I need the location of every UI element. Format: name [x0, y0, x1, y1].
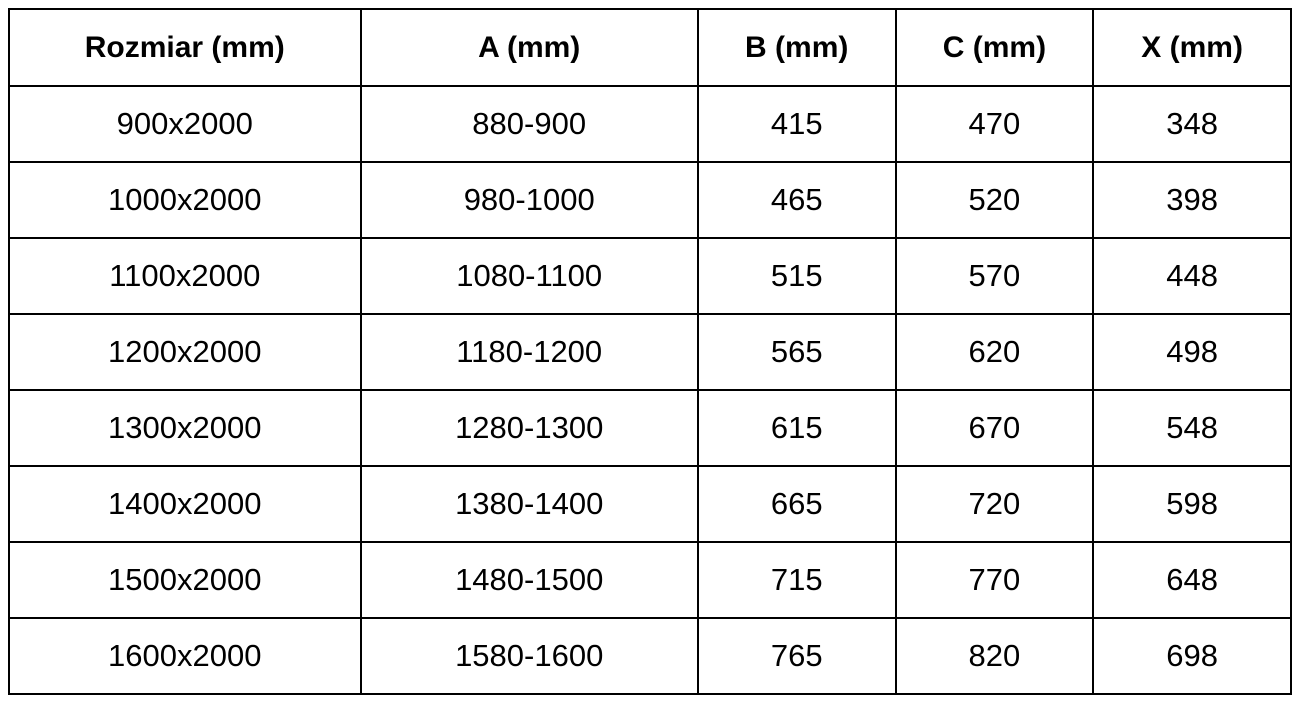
- table-row: 1500x2000 1480-1500 715 770 648: [8, 541, 1292, 619]
- table-cell: 880-900: [359, 85, 699, 163]
- table-cell: 520: [894, 161, 1095, 239]
- table-cell: 1500x2000: [8, 541, 362, 619]
- table-cell: 820: [894, 617, 1095, 695]
- table-cell: 1380-1400: [359, 465, 699, 543]
- table-cell: 348: [1092, 85, 1292, 163]
- table-row: 1300x2000 1280-1300 615 670 548: [8, 389, 1292, 467]
- table-cell: 470: [894, 85, 1095, 163]
- column-header: A (mm): [359, 8, 699, 87]
- column-header: X (mm): [1092, 8, 1292, 87]
- table-cell: 715: [696, 541, 897, 619]
- header-row: Rozmiar (mm) A (mm) B (mm) C (mm) X (mm): [8, 8, 1292, 87]
- table-cell: 1000x2000: [8, 161, 362, 239]
- table-cell: 415: [696, 85, 897, 163]
- table-row: 1100x2000 1080-1100 515 570 448: [8, 237, 1292, 315]
- table-cell: 548: [1092, 389, 1292, 467]
- table-cell: 398: [1092, 161, 1292, 239]
- table-cell: 770: [894, 541, 1095, 619]
- table-cell: 1300x2000: [8, 389, 362, 467]
- table-cell: 720: [894, 465, 1095, 543]
- table-cell: 448: [1092, 237, 1292, 315]
- table-cell: 980-1000: [359, 161, 699, 239]
- table-cell: 615: [696, 389, 897, 467]
- table-cell: 1180-1200: [359, 313, 699, 391]
- column-header: Rozmiar (mm): [8, 8, 362, 87]
- table-row: 1400x2000 1380-1400 665 720 598: [8, 465, 1292, 543]
- table-cell: 1400x2000: [8, 465, 362, 543]
- table-cell: 698: [1092, 617, 1292, 695]
- table-cell: 1100x2000: [8, 237, 362, 315]
- table-cell: 648: [1092, 541, 1292, 619]
- table-cell: 1280-1300: [359, 389, 699, 467]
- table-cell: 1080-1100: [359, 237, 699, 315]
- table-cell: 1580-1600: [359, 617, 699, 695]
- table-row: 1000x2000 980-1000 465 520 398: [8, 161, 1292, 239]
- table-cell: 1200x2000: [8, 313, 362, 391]
- table-cell: 515: [696, 237, 897, 315]
- table-cell: 570: [894, 237, 1095, 315]
- table-row: 900x2000 880-900 415 470 348: [8, 85, 1292, 163]
- table-cell: 565: [696, 313, 897, 391]
- table-cell: 465: [696, 161, 897, 239]
- table-cell: 900x2000: [8, 85, 362, 163]
- table-cell: 498: [1092, 313, 1292, 391]
- table-row: 1200x2000 1180-1200 565 620 498: [8, 313, 1292, 391]
- table-cell: 1600x2000: [8, 617, 362, 695]
- table-cell: 1480-1500: [359, 541, 699, 619]
- column-header: B (mm): [696, 8, 897, 87]
- table-row: 1600x2000 1580-1600 765 820 698: [8, 617, 1292, 695]
- table-cell: 620: [894, 313, 1095, 391]
- table-cell: 765: [696, 617, 897, 695]
- dimensions-table: Rozmiar (mm) A (mm) B (mm) C (mm) X (mm) 900…: [8, 8, 1292, 695]
- table-cell: 670: [894, 389, 1095, 467]
- table-cell: 598: [1092, 465, 1292, 543]
- table-cell: 665: [696, 465, 897, 543]
- column-header: C (mm): [894, 8, 1095, 87]
